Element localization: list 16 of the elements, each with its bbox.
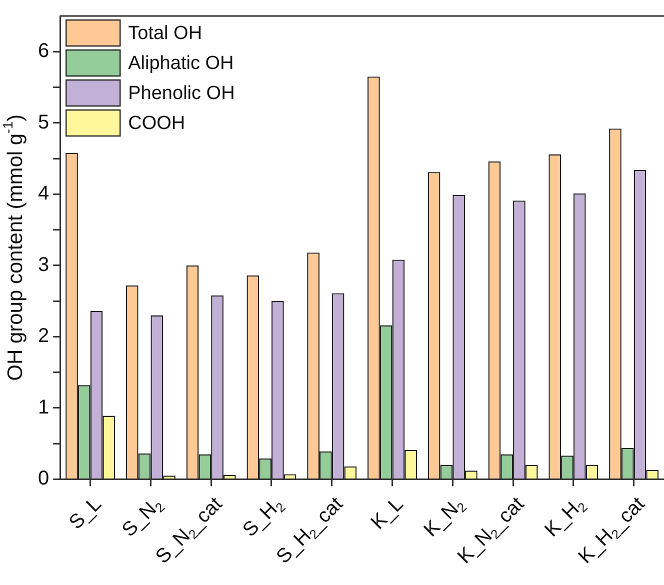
y-tick-label: 4 xyxy=(38,182,50,205)
legend-label: Total OH xyxy=(128,23,202,44)
legend-label: COOH xyxy=(128,113,186,134)
x-tick-label: S_N2 xyxy=(118,498,168,542)
x-tick-label: K_L xyxy=(366,493,408,534)
x-tick-label: S_L xyxy=(65,493,106,534)
y-tick-label: 3 xyxy=(38,254,50,276)
y-axis-title: OH group content (mmol g-1) xyxy=(0,114,27,381)
legend-label: Aliphatic OH xyxy=(128,53,234,74)
y-tick-label: 2 xyxy=(38,325,50,348)
y-tick-label: 0 xyxy=(38,468,50,490)
y-tick-label: 1 xyxy=(38,396,50,418)
legend-label: Phenolic OH xyxy=(128,83,235,104)
x-tick-label: S_H2 xyxy=(238,498,288,542)
y-tick-label: 6 xyxy=(38,40,50,62)
y-tick-label: 5 xyxy=(38,111,50,134)
